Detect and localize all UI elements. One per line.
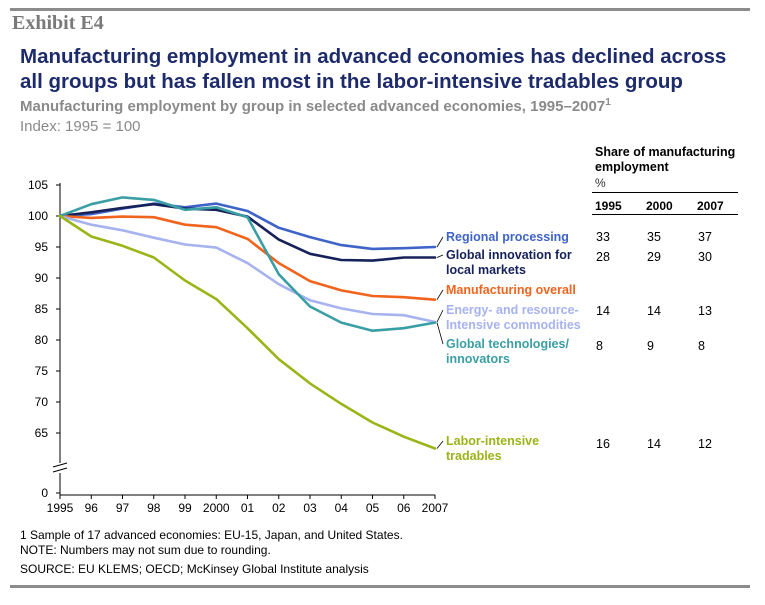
share-table-rule-bottom: [592, 214, 738, 215]
share-cell: 14: [647, 437, 661, 451]
share-header-line-2: employment: [595, 160, 669, 174]
share-cell: 28: [596, 250, 610, 264]
x-tick-label: 02: [272, 501, 286, 515]
series-label-connector: [436, 322, 444, 345]
share-cell: 8: [596, 339, 603, 353]
line-chart: 0 65 70 75 80 85 90 95 100 105 1995 96 97 98 99 2000 01 0…: [28, 178, 581, 515]
share-cell: 37: [698, 230, 712, 244]
chart-subtitle: Manufacturing employment by group in sel…: [20, 97, 611, 115]
x-tick-label: 2007: [422, 501, 449, 515]
series-label-1: Global innovation for local markets: [446, 248, 572, 277]
share-year-2000: 2000: [646, 199, 673, 213]
share-cell: 29: [647, 250, 661, 264]
share-cell: 35: [647, 230, 661, 244]
series-label-4: Global technologies/innovators: [446, 337, 569, 366]
series-label-connector: [436, 236, 444, 248]
y-tick-label: 75: [35, 364, 49, 378]
share-cell: 33: [596, 230, 610, 244]
top-rule: [10, 8, 750, 11]
x-tick-label: 98: [147, 501, 161, 515]
share-cell: 9: [647, 339, 654, 353]
bottom-rule: [10, 585, 750, 588]
x-tick-label: 05: [366, 501, 380, 515]
series-label-connector: [436, 440, 444, 449]
x-tick-label: 04: [335, 501, 349, 515]
share-cell: 14: [596, 304, 610, 318]
chart-axes: 0 65 70 75 80 85 90 95 100 105 1995 96 97 98 99 2000 01 0…: [28, 178, 449, 515]
series-label-2: Manufacturing overall: [446, 283, 576, 297]
x-tick-label: 97: [116, 501, 130, 515]
share-cell: 14: [647, 304, 661, 318]
y-tick-label: 70: [35, 395, 49, 409]
series-label-0: Regional processing: [446, 230, 569, 244]
share-year-2007: 2007: [697, 199, 724, 213]
y-tick-label: 80: [35, 333, 49, 347]
x-tick-label: 03: [303, 501, 317, 515]
x-tick-label: 99: [178, 501, 192, 515]
y-tick-label: 0: [41, 486, 48, 500]
series-line-3: [58, 214, 437, 324]
share-unit: %: [595, 176, 606, 190]
y-tick-label: 95: [35, 240, 49, 254]
x-tick-label: 2000: [203, 501, 230, 515]
y-tick-label: 100: [28, 209, 48, 223]
chart-title: Manufacturing employment in advanced eco…: [20, 45, 727, 93]
footnote-line: 1 Sample of 17 advanced economies: EU-15…: [20, 528, 403, 542]
share-cell: 30: [698, 250, 712, 264]
share-header-line-1: Share of manufacturing: [595, 145, 736, 159]
y-tick-label: 65: [35, 426, 49, 440]
y-axis-label: Index: 1995 = 100: [20, 118, 141, 135]
series-label-connector: [436, 254, 444, 258]
share-year-1995: 1995: [595, 199, 622, 213]
subtitle-text: Manufacturing employment by group in sel…: [20, 98, 606, 115]
share-cell: 16: [596, 437, 610, 451]
y-tick-label: 85: [35, 302, 49, 316]
chart-series: [58, 196, 437, 450]
footnote-line: SOURCE: EU KLEMS; OECD; McKinsey Global …: [20, 562, 369, 576]
series-label-3: Energy- and resource-Intensive commoditi…: [446, 303, 581, 332]
x-tick-label: 1995: [47, 501, 74, 515]
series-line-0: [58, 202, 437, 251]
x-tick-label: 01: [241, 501, 255, 515]
series-line-5: [58, 214, 437, 450]
share-cell: 13: [698, 304, 712, 318]
subtitle-footnote-marker: 1: [605, 97, 611, 108]
y-tick-label: 90: [35, 271, 49, 285]
share-table-header: Share of manufacturing employment: [595, 145, 735, 175]
footnote-line: NOTE: Numbers may not sum due to roundin…: [20, 543, 271, 557]
y-tick-label: 105: [28, 178, 48, 192]
y-axis-break: [52, 462, 68, 473]
share-table-rule-top: [592, 192, 738, 193]
series-line-4: [58, 196, 437, 333]
chart-series-labels: Regional processing Global innovation for…: [436, 230, 581, 463]
share-cell: 12: [698, 437, 712, 451]
series-line-2: [58, 214, 437, 302]
series-label-5: Labor-intensive tradables: [446, 434, 539, 463]
series-label-connector: [436, 309, 444, 323]
share-cell: 8: [698, 339, 705, 353]
x-tick-label: 96: [85, 501, 99, 515]
series-label-connector: [436, 289, 444, 300]
x-tick-label: 06: [397, 501, 411, 515]
series-line-1: [58, 202, 437, 262]
exhibit-label: Exhibit E4: [12, 12, 104, 34]
